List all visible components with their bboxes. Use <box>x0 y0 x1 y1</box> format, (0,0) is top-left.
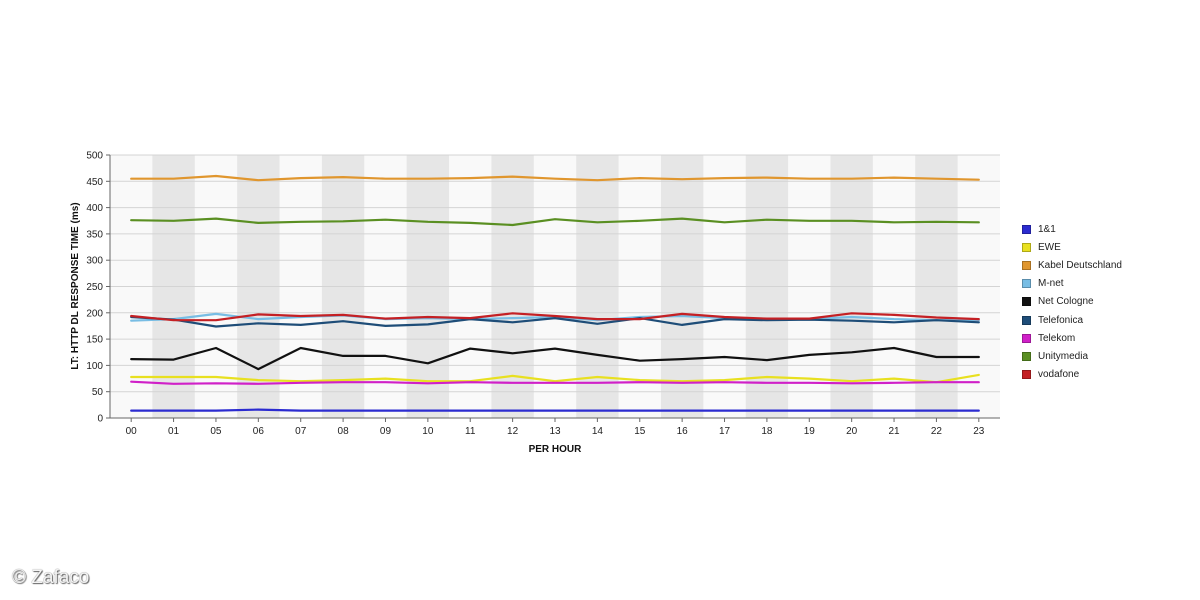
x-tick-label: 18 <box>761 426 773 437</box>
y-tick-label: 350 <box>86 229 103 240</box>
y-tick-label: 500 <box>86 151 103 162</box>
series-line-6 <box>130 380 980 385</box>
legend-label: 1&1 <box>1038 223 1056 235</box>
x-tick-label: 11 <box>465 426 476 437</box>
x-tick-label: 09 <box>380 426 392 437</box>
legend-label: Unitymedia <box>1038 350 1089 362</box>
legend-label: Net Cologne <box>1038 296 1094 308</box>
y-tick-label: 150 <box>86 335 103 346</box>
x-tick-label: 10 <box>422 426 434 437</box>
legend-item: Unitymedia <box>1022 347 1122 365</box>
legend-swatch <box>1022 224 1031 234</box>
legend-item: M-net <box>1022 275 1122 293</box>
x-tick-label: 23 <box>973 426 985 437</box>
legend-item: vodafone <box>1022 366 1122 384</box>
x-tick-label: 20 <box>846 426 858 437</box>
x-tick-label: 06 <box>253 426 265 437</box>
y-tick-label: 100 <box>86 361 103 372</box>
legend-label: vodafone <box>1038 369 1080 381</box>
y-tick-label: 250 <box>86 282 103 293</box>
x-tick-label: 15 <box>634 426 646 437</box>
x-axis-ticks: 00 01 05 06 07 08 09 10 11 12 13 14 15 16 17 18 19 20 21 22… <box>126 418 985 437</box>
x-tick-label: 21 <box>888 426 900 437</box>
legend-swatch <box>1022 351 1031 361</box>
y-tick-label: 300 <box>86 256 103 267</box>
legend-item: Kabel Deutschland <box>1022 256 1122 274</box>
x-tick-label: 17 <box>719 426 731 437</box>
x-tick-label: 16 <box>677 426 689 437</box>
legend-item: 1&1 <box>1022 220 1122 238</box>
series-line-1 <box>130 373 980 384</box>
x-tick-label: 07 <box>295 426 307 437</box>
x-tick-label: 22 <box>931 426 943 437</box>
legend-label: EWE <box>1038 241 1061 253</box>
legend-label: Telekom <box>1038 332 1076 344</box>
x-tick-label: 12 <box>507 426 519 437</box>
legend-item: Telekom <box>1022 329 1122 347</box>
y-tick-label: 0 <box>97 414 103 425</box>
legend-item: Net Cologne <box>1022 293 1122 311</box>
x-tick-label: 13 <box>549 426 561 437</box>
y-tick-label: 400 <box>86 203 103 214</box>
legend-swatch <box>1022 333 1031 343</box>
legend-label: Telefonica <box>1038 314 1084 326</box>
series-lines <box>130 174 980 412</box>
y-tick-label: 200 <box>86 308 103 319</box>
x-tick-label: 00 <box>126 426 138 437</box>
series-line-5 <box>130 315 980 328</box>
series-line-7 <box>130 217 980 227</box>
legend-swatch <box>1022 297 1031 307</box>
watermark: © Zafaco <box>12 567 90 588</box>
x-tick-label: 05 <box>210 426 222 437</box>
legend-swatch <box>1022 315 1031 325</box>
legend-item: Telefonica <box>1022 311 1122 329</box>
y-tick-label: 50 <box>92 387 104 398</box>
legend-swatch <box>1022 279 1031 289</box>
x-tick-label: 14 <box>592 426 604 437</box>
legend-item: EWE <box>1022 238 1122 256</box>
series-line-8 <box>130 312 980 322</box>
x-tick-label: 08 <box>338 426 350 437</box>
x-tick-label: 01 <box>168 426 180 437</box>
x-tick-label: 19 <box>804 426 816 437</box>
series-line-0 <box>130 408 980 412</box>
legend-swatch <box>1022 260 1031 270</box>
legend-swatch <box>1022 242 1031 252</box>
legend-label: M-net <box>1038 278 1064 290</box>
y-axis-title: LT: HTTP DL RESPONSE TIME (ms) <box>70 202 81 369</box>
y-axis-ticks: 0 50 100 150 200 250 300 350 400 450 500 <box>86 151 110 425</box>
legend-swatch <box>1022 370 1031 380</box>
legend-label: Kabel Deutschland <box>1038 259 1122 271</box>
legend: 1&1 EWE Kabel Deutschland M-net Net Cologne T… <box>1022 220 1122 384</box>
series-line-2 <box>130 174 980 182</box>
x-axis-title: PER HOUR <box>529 444 583 455</box>
y-tick-label: 450 <box>86 177 103 188</box>
series-line-4 <box>130 346 980 371</box>
